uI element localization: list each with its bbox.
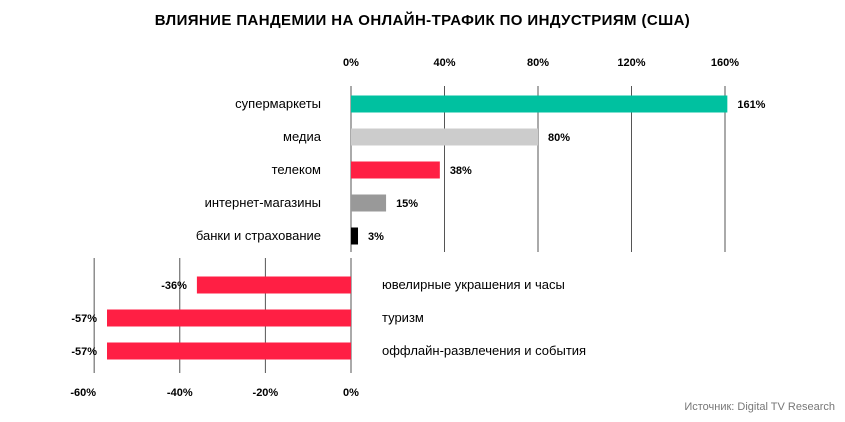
category-label: медиа	[283, 129, 322, 144]
x-tick-label-bottom: -60%	[70, 387, 96, 399]
x-tick-label-top: 120%	[617, 57, 645, 69]
x-tick-label-top: 160%	[711, 57, 739, 69]
labels: 0% 40% 80% 120% 160% -60% -40% -20% 0% супермарке…	[70, 57, 765, 399]
data-label: -57%	[71, 346, 97, 358]
x-tick-label-top: 40%	[433, 57, 455, 69]
category-label: ювелирные украшения и часы	[382, 277, 565, 292]
category-label: банки и страхование	[196, 228, 321, 243]
category-label: оффлайн-развлечения и события	[382, 343, 586, 358]
x-tick-label-bottom: -40%	[167, 387, 193, 399]
x-tick-label-bottom: 0%	[343, 387, 359, 399]
data-label: 3%	[368, 231, 384, 243]
data-label: 80%	[548, 132, 570, 144]
bar-positive	[351, 161, 440, 179]
bar-negative	[107, 309, 351, 327]
source-note: Источник: Digital TV Research	[684, 401, 835, 413]
chart-title: ВЛИЯНИЕ ПАНДЕМИИ НА ОНЛАЙН-ТРАФИК ПО ИНД…	[154, 12, 691, 29]
category-label: туризм	[382, 310, 424, 325]
data-label: 15%	[396, 198, 418, 210]
bar-negative	[107, 342, 351, 360]
x-tick-label-top: 0%	[343, 57, 359, 69]
bar-positive	[351, 227, 359, 245]
bar-negative	[196, 276, 351, 294]
data-label: -36%	[161, 280, 187, 292]
data-label: 161%	[737, 99, 765, 111]
category-label: супермаркеты	[235, 96, 321, 111]
bars	[107, 95, 728, 360]
bar-positive	[351, 128, 538, 146]
category-label: телеком	[272, 162, 321, 177]
category-label: интернет-магазины	[205, 195, 321, 210]
x-tick-label-bottom: -20%	[253, 387, 279, 399]
data-label: -57%	[71, 313, 97, 325]
data-label: 38%	[450, 165, 472, 177]
bar-positive	[351, 194, 387, 212]
bar-positive	[351, 95, 728, 113]
x-tick-label-top: 80%	[527, 57, 549, 69]
